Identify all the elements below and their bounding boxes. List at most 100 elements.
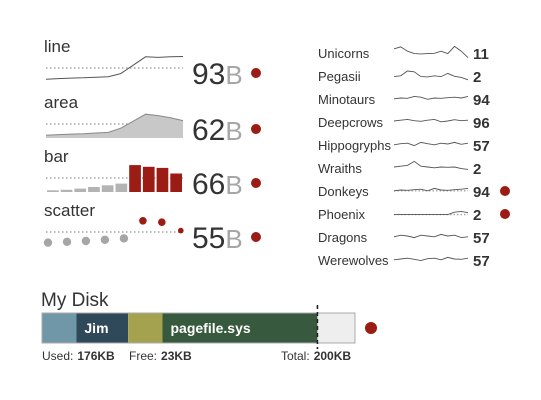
row-value: 57 (473, 253, 490, 270)
bar-mark (115, 183, 128, 192)
row-alert-dot (500, 209, 510, 219)
row-sparkline (393, 160, 469, 170)
disk-segment (42, 313, 77, 343)
table-row: Unicorns 11 (318, 45, 489, 63)
table-row: Hippogryphs 57 (318, 138, 490, 155)
value-unit: B (225, 224, 242, 254)
disk-segment (317, 313, 355, 343)
alert-dot (251, 124, 261, 134)
row-sparkline (393, 256, 469, 262)
free-text-label: Free: (129, 349, 157, 363)
row-value: 94 (473, 184, 490, 201)
row-name: Werewolves (318, 253, 389, 268)
table-row: Phoenix 2 (318, 207, 510, 224)
scatter-point (119, 234, 129, 243)
value-number: 93 (192, 58, 225, 91)
row-name: Pegasii (318, 69, 361, 84)
bar-mark (129, 165, 141, 192)
table-row: Donkeys 94 (318, 184, 510, 201)
row-name: Donkeys (318, 184, 369, 199)
scatter-point (100, 235, 110, 244)
chart-label: bar (44, 147, 69, 166)
bar-mark (74, 188, 87, 192)
bar-mark (60, 189, 73, 192)
scatter-point (62, 237, 72, 246)
free-text: Free: 23KB (129, 349, 192, 363)
table-row: Deepcrows 96 (318, 115, 490, 132)
value-unit: B (225, 60, 242, 90)
disk-title: My Disk (41, 290, 109, 311)
chart-value: 66B (192, 168, 243, 201)
alert-dot (251, 68, 261, 78)
row-name: Hippogryphs (318, 138, 391, 153)
total-text: Total: 200KB (281, 349, 351, 363)
row-sparkline (393, 141, 469, 147)
disk-segment-label: pagefile.sys (171, 320, 251, 336)
line-sparkline-group: line 93B (44, 37, 261, 91)
bar-sparkline-group: bar 66B (44, 147, 261, 201)
scatter-point (158, 218, 166, 226)
row-alert-dot (500, 186, 510, 196)
value-number: 62 (192, 114, 225, 147)
chart-label: area (44, 93, 79, 112)
scatter-point (43, 238, 53, 247)
scatter-point (178, 227, 184, 234)
row-sparkline (393, 233, 469, 239)
chart-value: 55B (192, 222, 243, 255)
table-row: Wraiths 2 (318, 160, 481, 178)
alert-dot (251, 178, 261, 188)
bar-mark (142, 166, 155, 192)
disk-alert-dot (365, 322, 377, 334)
row-sparkline (393, 45, 469, 58)
value-unit: B (225, 170, 242, 200)
row-name: Dragons (318, 230, 368, 245)
bar-mark (47, 190, 59, 192)
series-line (45, 113, 184, 136)
row-name: Unicorns (318, 46, 370, 61)
row-value: 2 (473, 69, 481, 86)
area-fill (46, 114, 183, 138)
bar-mark (170, 173, 182, 192)
bar-mark (101, 185, 114, 192)
row-value: 11 (473, 46, 489, 63)
disk-segment (128, 313, 163, 343)
disk-usage-group: My Disk Jim pagefile.sys Used: 176KB Free: 23K… (41, 290, 377, 363)
row-value: 96 (473, 115, 490, 132)
row-name: Minotaurs (318, 92, 376, 107)
scatter-point (139, 217, 147, 225)
alert-dot (251, 232, 261, 242)
table-row: Dragons 57 (318, 230, 490, 247)
scatter-sparkline-group: scatter 55B (43, 201, 261, 255)
bar-mark (156, 167, 169, 192)
bar-mark (88, 187, 100, 192)
disk-bar-outline (41, 312, 356, 344)
row-sparkline (393, 118, 469, 123)
used-text-value: 176KB (77, 349, 115, 363)
table-row: Minotaurs 94 (318, 92, 490, 109)
total-text-label: Total: (281, 349, 310, 363)
value-number: 66 (192, 168, 225, 201)
row-value: 94 (473, 92, 490, 109)
chart-label: line (44, 37, 70, 56)
row-value: 57 (473, 230, 490, 247)
disk-segment-label: Jim (84, 320, 108, 336)
used-text: Used: 176KB (42, 349, 115, 363)
row-name: Deepcrows (318, 115, 384, 130)
free-text-value: 23KB (161, 349, 192, 363)
row-value: 2 (473, 207, 481, 224)
row-name: Phoenix (318, 207, 365, 222)
chart-value: 93B (192, 58, 243, 91)
total-text-value: 200KB (314, 349, 352, 363)
table-row: Pegasii 2 (318, 69, 481, 86)
chart-value: 62B (192, 114, 243, 147)
row-sparkline (394, 210, 469, 216)
table-row: Werewolves 57 (318, 253, 490, 270)
chart-label: scatter (44, 201, 95, 220)
row-value: 2 (473, 161, 481, 178)
disk-segment (76, 313, 128, 343)
row-name: Wraiths (318, 161, 362, 176)
row-sparkline (393, 70, 469, 81)
disk-segment (162, 313, 318, 343)
scatter-point (81, 236, 91, 246)
